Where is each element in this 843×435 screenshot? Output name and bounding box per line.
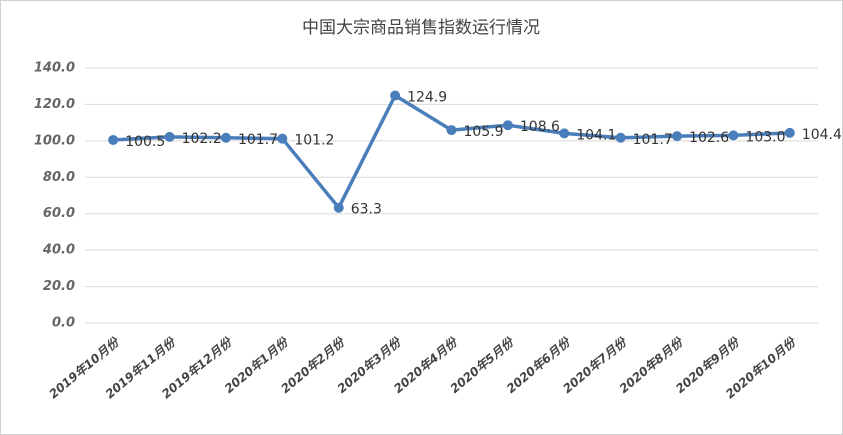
data-label: 102.6 [689, 130, 729, 146]
data-label: 103.0 [745, 129, 785, 145]
y-tick-label: 100.0 [34, 133, 75, 148]
y-tick-label: 140.0 [34, 61, 75, 76]
data-label: 100.5 [125, 134, 165, 150]
marker [390, 90, 401, 101]
marker [446, 125, 457, 136]
data-label: 105.9 [464, 124, 504, 140]
marker [784, 127, 795, 138]
y-tick-label: 40.0 [42, 243, 75, 258]
marker [333, 202, 344, 213]
marker [108, 134, 119, 145]
y-tick-label: 120.0 [34, 97, 75, 112]
marker [502, 120, 513, 131]
data-label: 104.4 [802, 127, 842, 143]
marker [164, 131, 175, 142]
marker [615, 132, 626, 143]
marker [277, 133, 288, 144]
data-label: 108.6 [520, 119, 560, 135]
data-label: 63.3 [351, 202, 382, 218]
data-label: 104.1 [576, 127, 616, 143]
y-tick-label: 20.0 [43, 279, 75, 294]
y-tick-label: 60.0 [43, 206, 75, 221]
data-label: 102.2 [182, 131, 222, 147]
data-label: 101.7 [633, 132, 673, 148]
y-tick-label: 80.0 [43, 170, 75, 185]
marker [672, 131, 683, 142]
data-label: 124.9 [407, 90, 447, 106]
marker [220, 132, 231, 143]
marker [559, 128, 570, 139]
chart-title: 中国大宗商品销售指数运行情况 [302, 18, 540, 38]
data-label: 101.7 [238, 132, 278, 148]
data-label: 101.2 [294, 133, 334, 149]
y-tick-label: 0.0 [52, 316, 75, 331]
marker [728, 130, 739, 141]
